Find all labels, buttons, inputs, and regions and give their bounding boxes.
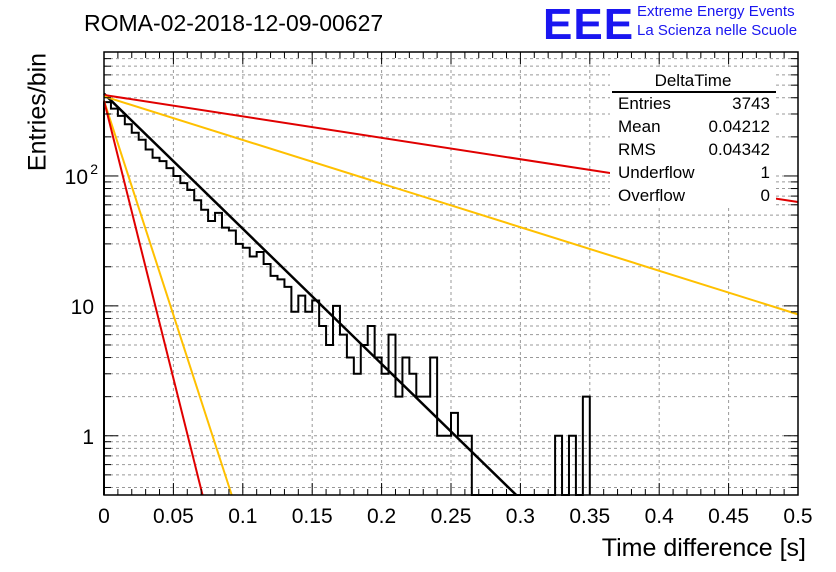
logo-line-2: La Scienza nelle Scuole [637, 22, 798, 39]
stats-value: 0 [760, 186, 770, 205]
stats-value: 1 [760, 163, 770, 182]
x-tick-label: 0.1 [228, 505, 257, 528]
x-tick-label: 0.35 [569, 505, 610, 528]
y-tick-label: 10 [71, 296, 94, 319]
stats-label: Mean [618, 117, 661, 136]
stats-value: 0.04212 [708, 117, 770, 136]
x-tick-label: 0.25 [431, 505, 472, 528]
y-tick-label-exponent: 2 [90, 161, 98, 177]
x-tick-label: 0.3 [506, 505, 535, 528]
fit-line [103, 100, 233, 496]
stats-label: Underflow [618, 163, 695, 182]
plot-frame [103, 51, 799, 496]
x-tick-label: 0 [98, 505, 110, 528]
fit-line [103, 100, 204, 496]
x-tick-label: 0.15 [292, 505, 333, 528]
chart-title: ROMA-02-2018-12-09-00627 [84, 10, 384, 36]
eee-logo: EEE [543, 0, 635, 49]
x-tick-label: 0.5 [783, 505, 812, 528]
fit-line [103, 92, 518, 496]
stats-label: Entries [618, 94, 671, 113]
y-tick-label: 10 [65, 166, 88, 189]
stats-value: 0.04342 [708, 140, 770, 159]
stats-value: 3743 [732, 94, 770, 113]
x-tick-label: 0.45 [708, 505, 749, 528]
x-tick-label: 0.05 [153, 505, 194, 528]
stats-label: RMS [618, 140, 656, 159]
chart-marks [103, 92, 799, 496]
x-tick-label: 0.2 [367, 505, 396, 528]
stats-title: DeltaTime [654, 71, 732, 90]
x-tick-label: 0.4 [645, 505, 675, 528]
y-tick-label: 1 [82, 426, 94, 449]
x-axis-label: Time difference [s] [601, 534, 806, 562]
fit-line [103, 95, 799, 316]
logo-line-1: Extreme Energy Events [637, 3, 795, 20]
chart-ticks: 0 0.05 0.1 0.15 0.2 0.25 0.3 0.35 0.4 0.45 0.51101… [65, 51, 813, 528]
stats-label: Overflow [618, 186, 686, 205]
y-axis-label: Entries/bin [23, 52, 52, 172]
